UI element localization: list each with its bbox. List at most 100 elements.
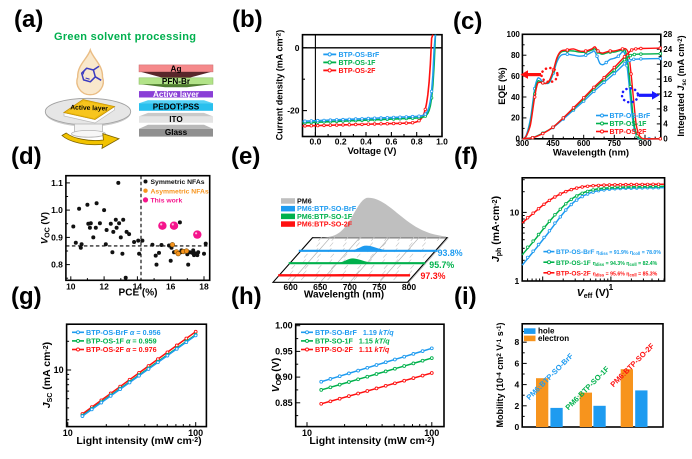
svg-text:BTP-OS-BrF: BTP-OS-BrF (610, 113, 652, 120)
svg-text:(g): (g) (11, 283, 42, 310)
svg-text:BTP-SO-2F 1.11 kT/q: BTP-SO-2F 1.11 kT/q (315, 345, 390, 354)
svg-text:8: 8 (514, 337, 519, 347)
svg-text:700: 700 (343, 282, 357, 292)
svg-text:PFN-Br: PFN-Br (162, 77, 191, 86)
svg-text:0.9: 0.9 (51, 232, 63, 242)
svg-text:600: 600 (284, 282, 298, 292)
svg-text:10: 10 (302, 428, 312, 438)
svg-text:4: 4 (514, 380, 519, 390)
svg-text:450: 450 (546, 139, 560, 148)
svg-text:10: 10 (66, 281, 76, 291)
svg-text:1: 1 (514, 276, 519, 286)
svg-text:BTP-OS-BrF ηdiss = 91.9% ηcoll: BTP-OS-BrF ηdiss = 91.9% ηcoll = 78.0% (556, 249, 661, 256)
svg-text:1.0: 1.0 (436, 136, 448, 146)
svg-text:2: 2 (514, 401, 519, 411)
svg-text:0: 0 (514, 422, 519, 432)
svg-text:electron: electron (538, 334, 569, 343)
svg-text:BTP-OS-1F: BTP-OS-1F (610, 121, 648, 128)
svg-text:Asymmetric NFAs: Asymmetric NFAs (151, 188, 209, 195)
svg-text:800: 800 (402, 282, 416, 292)
svg-text:(e): (e) (231, 143, 260, 170)
svg-text:60: 60 (511, 72, 520, 81)
svg-text:40: 40 (511, 93, 520, 102)
svg-text:Ag: Ag (171, 65, 182, 74)
svg-text:Wavelength (nm): Wavelength (nm) (553, 148, 629, 159)
svg-text:4: 4 (663, 120, 668, 129)
svg-text:EQE (%): EQE (%) (497, 67, 508, 104)
svg-text:0: 0 (663, 135, 668, 144)
svg-text:0.4: 0.4 (360, 136, 372, 146)
svg-text:20: 20 (663, 60, 672, 69)
svg-text:10: 10 (63, 428, 73, 438)
svg-text:28: 28 (663, 30, 672, 39)
svg-text:1: 1 (609, 282, 614, 292)
svg-text:(a): (a) (14, 6, 43, 33)
svg-text:(h): (h) (231, 283, 262, 310)
svg-text:(b): (b) (232, 6, 263, 33)
svg-text:Light intensity (mW cm-2): Light intensity (mW cm-2) (76, 435, 201, 447)
svg-text:VOC (V): VOC (V) (270, 358, 283, 392)
svg-text:BTP-OS-1F α = 0.959: BTP-OS-1F α = 0.959 (86, 337, 157, 346)
svg-text:750: 750 (608, 139, 622, 148)
svg-text:1.00: 1.00 (275, 321, 293, 331)
svg-text:0.2: 0.2 (335, 136, 347, 146)
svg-text:900: 900 (638, 139, 652, 148)
svg-text:BTP-SO-BrF 1.19 kT/q: BTP-SO-BrF 1.19 kT/q (315, 328, 394, 337)
svg-text:-20: -20 (287, 106, 300, 116)
svg-text:24: 24 (663, 45, 672, 54)
svg-text:0.95: 0.95 (275, 346, 293, 356)
svg-text:Active layer: Active layer (153, 90, 200, 99)
svg-text:750: 750 (372, 282, 386, 292)
svg-text:Wavelength (nm): Wavelength (nm) (304, 290, 384, 301)
svg-text:BTP-OS-2F: BTP-OS-2F (339, 68, 377, 75)
svg-text:1.0: 1.0 (51, 205, 63, 215)
svg-text:0.8: 0.8 (411, 136, 423, 146)
svg-text:12: 12 (663, 90, 672, 99)
svg-text:97.3%: 97.3% (421, 271, 446, 281)
svg-text:BTP-OS-1F: BTP-OS-1F (339, 60, 377, 67)
svg-text:0.8: 0.8 (51, 260, 63, 270)
svg-text:0: 0 (295, 43, 300, 53)
svg-text:Integrated Jsc (mA cm-2): Integrated Jsc (mA cm-2) (676, 35, 688, 136)
svg-text:0: 0 (515, 135, 520, 144)
svg-text:PM6:BTP-SO-BrF: PM6:BTP-SO-BrF (297, 204, 357, 213)
svg-text:PCE (%): PCE (%) (119, 288, 158, 299)
svg-text:6: 6 (514, 358, 519, 368)
svg-text:PM6:BTP-SO-2F: PM6:BTP-SO-2F (297, 220, 353, 229)
svg-text:Active layer: Active layer (70, 104, 108, 112)
svg-text:10: 10 (510, 207, 520, 217)
svg-text:Jph (mA·cm-2): Jph (mA·cm-2) (490, 196, 503, 262)
svg-text:18: 18 (199, 281, 209, 291)
svg-text:600: 600 (577, 139, 591, 148)
svg-text:This work: This work (151, 198, 183, 205)
svg-text:JSC (mA cm-2): JSC (mA cm-2) (41, 342, 54, 408)
svg-text:(d): (d) (11, 143, 42, 170)
svg-text:VOC (V): VOC (V) (40, 212, 52, 244)
svg-text:100: 100 (507, 30, 521, 39)
svg-text:BTP-OS-BrF α = 0.956: BTP-OS-BrF α = 0.956 (86, 328, 161, 337)
svg-text:Green solvent processing: Green solvent processing (54, 31, 196, 43)
svg-text:hole: hole (538, 327, 555, 336)
svg-text:100: 100 (424, 428, 439, 438)
svg-text:Light intensity (mW cm-2): Light intensity (mW cm-2) (309, 435, 434, 447)
svg-text:0.85: 0.85 (275, 398, 293, 408)
svg-text:PM6: PM6 (297, 196, 312, 205)
svg-text:BTP-OS-2F: BTP-OS-2F (610, 129, 648, 136)
svg-text:0.0: 0.0 (309, 136, 321, 146)
svg-text:BTP-OS-2F ηdiss = 95.6% ηcoll: BTP-OS-2F ηdiss = 95.6% ηcoll = 85.3% (556, 270, 658, 277)
svg-text:16: 16 (166, 281, 176, 291)
svg-text:100: 100 (188, 428, 203, 438)
svg-text:Mobility (10-4 cm2 V-1 s-1): Mobility (10-4 cm2 V-1 s-1) (495, 322, 505, 427)
svg-text:PEDOT:PSS: PEDOT:PSS (153, 103, 200, 112)
svg-text:(c): (c) (453, 8, 482, 35)
svg-text:BTP-OS-BrF: BTP-OS-BrF (339, 52, 381, 59)
svg-text:BTP-OS-1F ηdiss = 94.3% ηcoll: BTP-OS-1F ηdiss = 94.3% ηcoll = 82.4% (556, 260, 658, 267)
svg-text:8: 8 (663, 105, 668, 114)
svg-text:PM6:BTP-SO-1F: PM6:BTP-SO-1F (297, 212, 353, 221)
svg-text:BTP-OS-2F α = 0.976: BTP-OS-2F α = 0.976 (86, 345, 157, 354)
svg-text:95.7%: 95.7% (429, 260, 454, 270)
svg-text:14: 14 (133, 281, 143, 291)
svg-text:Veff (V): Veff (V) (577, 287, 610, 300)
svg-text:Voltage (V): Voltage (V) (348, 146, 397, 157)
svg-text:Glass: Glass (165, 128, 188, 137)
